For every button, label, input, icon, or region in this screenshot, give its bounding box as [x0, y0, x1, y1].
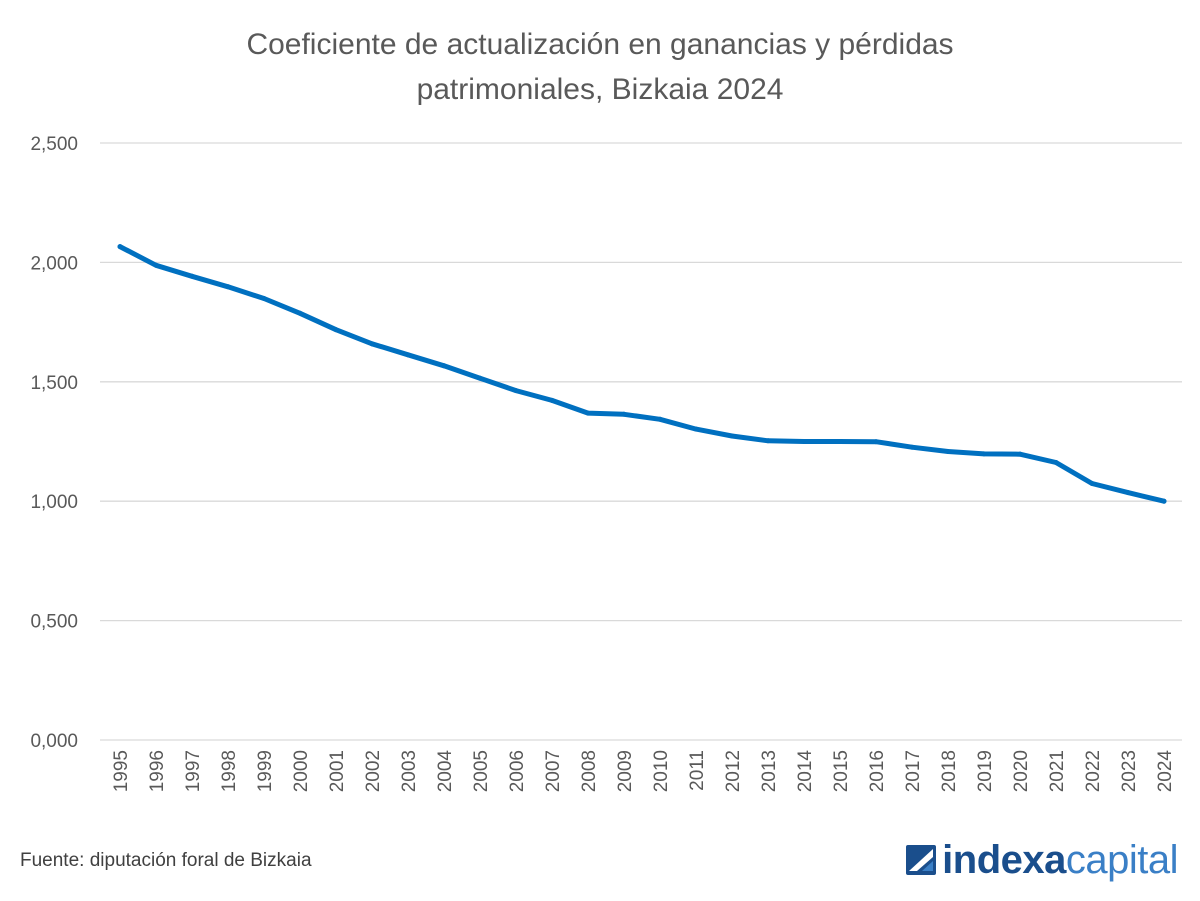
x-tick-label: 2015: [831, 750, 852, 792]
data-point: [153, 262, 159, 268]
x-tick-label: 2004: [435, 750, 456, 793]
data-point: [189, 273, 195, 279]
x-tick-label: 1995: [111, 750, 132, 792]
x-tick-label: 2023: [1119, 750, 1140, 792]
x-tick-label: 2012: [723, 750, 744, 792]
x-tick-label: 2011: [687, 750, 708, 791]
x-tick-label: 2008: [579, 750, 600, 792]
data-point: [801, 439, 807, 444]
x-tick-label: 1996: [147, 750, 168, 792]
x-tick-label: 2013: [759, 750, 780, 792]
indexa-logo-icon: [906, 845, 937, 875]
y-tick-label: 1,500: [30, 373, 78, 394]
x-tick-label: 2007: [543, 750, 564, 792]
data-point: [1017, 451, 1023, 457]
data-point: [1053, 460, 1059, 466]
chart-title: Coeficiente de actualización en ganancia…: [0, 22, 1200, 112]
x-tick-label: 2002: [363, 750, 384, 792]
chart-title-line-2: patrimoniales, Bizkaia 2024: [416, 73, 784, 106]
x-tick-label: 2024: [1155, 750, 1176, 793]
x-tick-label: 2017: [903, 750, 924, 792]
x-tick-label: 2000: [291, 750, 312, 792]
data-point: [477, 375, 483, 381]
brand-wordmark: indexacapital: [942, 838, 1178, 882]
x-tick-label: 2014: [795, 750, 816, 793]
data-point: [621, 411, 627, 417]
x-tick-label: 1998: [219, 750, 240, 792]
brand-wordmark-part2: capital: [1065, 838, 1179, 882]
data-point: [693, 426, 699, 432]
x-tick-label: 1997: [183, 750, 204, 792]
x-axis-tick-labels: 1995 1996 1997 1998 1999 2000 2001 2002 2003 2004…: [111, 750, 1176, 793]
brand-logo: indexacapital: [906, 838, 1179, 882]
data-point: [657, 416, 663, 422]
data-point: [837, 439, 843, 444]
chart-title-line-1: Coeficiente de actualización en ganancia…: [246, 28, 954, 61]
x-tick-label: 1999: [255, 750, 276, 792]
x-tick-label: 2016: [867, 750, 888, 792]
x-tick-label: 2018: [939, 750, 960, 792]
x-tick-label: 2020: [1011, 750, 1032, 792]
data-point: [405, 352, 411, 358]
y-axis-tick-labels: 0,000 0,500 1,000 1,500 2,000 2,500: [30, 134, 78, 752]
x-tick-label: 2005: [471, 750, 492, 792]
data-point: [333, 327, 339, 333]
data-point: [981, 451, 987, 457]
y-tick-label: 1,000: [30, 492, 78, 513]
data-point: [765, 438, 771, 444]
data-point: [513, 388, 519, 394]
y-tick-label: 2,500: [30, 134, 78, 155]
series-layer: [117, 244, 1167, 504]
data-point: [909, 444, 915, 450]
data-point: [441, 363, 447, 369]
source-note: Fuente: diputación foral de Bizkaia: [20, 850, 312, 871]
data-point: [117, 244, 123, 250]
x-tick-label: 2021: [1047, 750, 1068, 792]
y-tick-label: 0,000: [30, 731, 78, 752]
y-tick-label: 2,000: [30, 253, 78, 274]
x-tick-label: 2001: [327, 750, 348, 792]
data-point: [297, 310, 303, 316]
x-tick-label: 2009: [615, 750, 636, 792]
gridlines: [100, 142, 1182, 741]
data-point: [1161, 498, 1167, 504]
data-point: [873, 439, 879, 445]
x-tick-label: 2006: [507, 750, 528, 792]
data-point: [729, 433, 735, 439]
data-point: [1125, 490, 1131, 496]
data-point: [585, 410, 591, 416]
x-tick-label: 2019: [975, 750, 996, 792]
data-point: [1089, 481, 1095, 487]
series-line: [117, 244, 1167, 504]
x-tick-label: 2010: [651, 750, 672, 792]
data-point: [549, 397, 555, 403]
x-tick-label: 2022: [1083, 750, 1104, 792]
brand-wordmark-part1: indexa: [942, 838, 1066, 882]
data-point: [945, 449, 951, 455]
y-tick-label: 0,500: [30, 612, 78, 633]
data-point: [261, 295, 267, 301]
x-tick-label: 2003: [399, 750, 420, 792]
data-point: [369, 341, 375, 347]
data-point: [225, 284, 231, 290]
